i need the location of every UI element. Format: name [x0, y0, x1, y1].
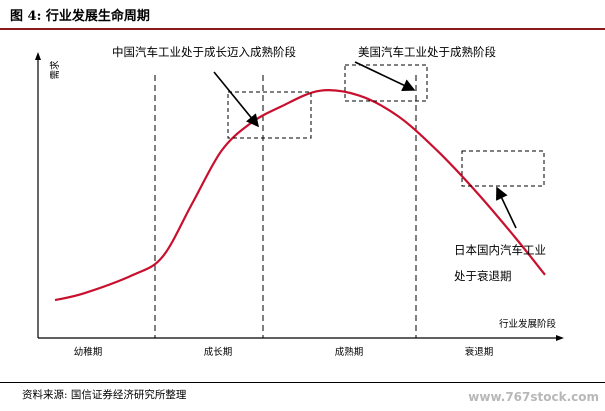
stage-label-decline: 衰退期 [465, 346, 494, 358]
source-note: 资料来源: 国信证券经济研究所整理 [22, 389, 187, 401]
japan-annotation-line1: 日本国内汽车工业 [454, 243, 546, 257]
source-divider [0, 382, 605, 383]
demand-curve [54, 89, 546, 302]
y-axis-label: 需求 [49, 60, 61, 80]
stage-label-infant: 幼稚期 [74, 346, 103, 358]
lifecycle-chart: 需求 行业发展阶段 幼稚期 成长期 成熟期 衰退期 中国汽车工业处于成长迈入成熟… [35, 45, 564, 358]
japan-arrow [496, 186, 517, 229]
usa-annotation: 美国汽车工业处于成熟阶段 [358, 45, 496, 59]
japan-box [461, 150, 545, 187]
y-axis-arrow [35, 52, 41, 60]
china-arrow [213, 71, 260, 128]
usa-box [344, 64, 428, 102]
watermark: www.767stock.com [468, 390, 599, 404]
china-annotation: 中国汽车工业处于成长迈入成熟阶段 [112, 45, 296, 59]
x-axis-arrow [556, 335, 564, 341]
title-bar: 图 4: 行业发展生命周期 [0, 0, 605, 30]
usa-arrow [354, 61, 416, 91]
china-box [227, 91, 312, 139]
stage-label-growth: 成长期 [204, 346, 233, 358]
x-axis-label: 行业发展阶段 [499, 318, 557, 330]
figure-title: 图 4: 行业发展生命周期 [10, 9, 150, 24]
japan-annotation-line2: 处于衰退期 [454, 269, 512, 283]
stage-label-mature: 成熟期 [335, 346, 364, 358]
